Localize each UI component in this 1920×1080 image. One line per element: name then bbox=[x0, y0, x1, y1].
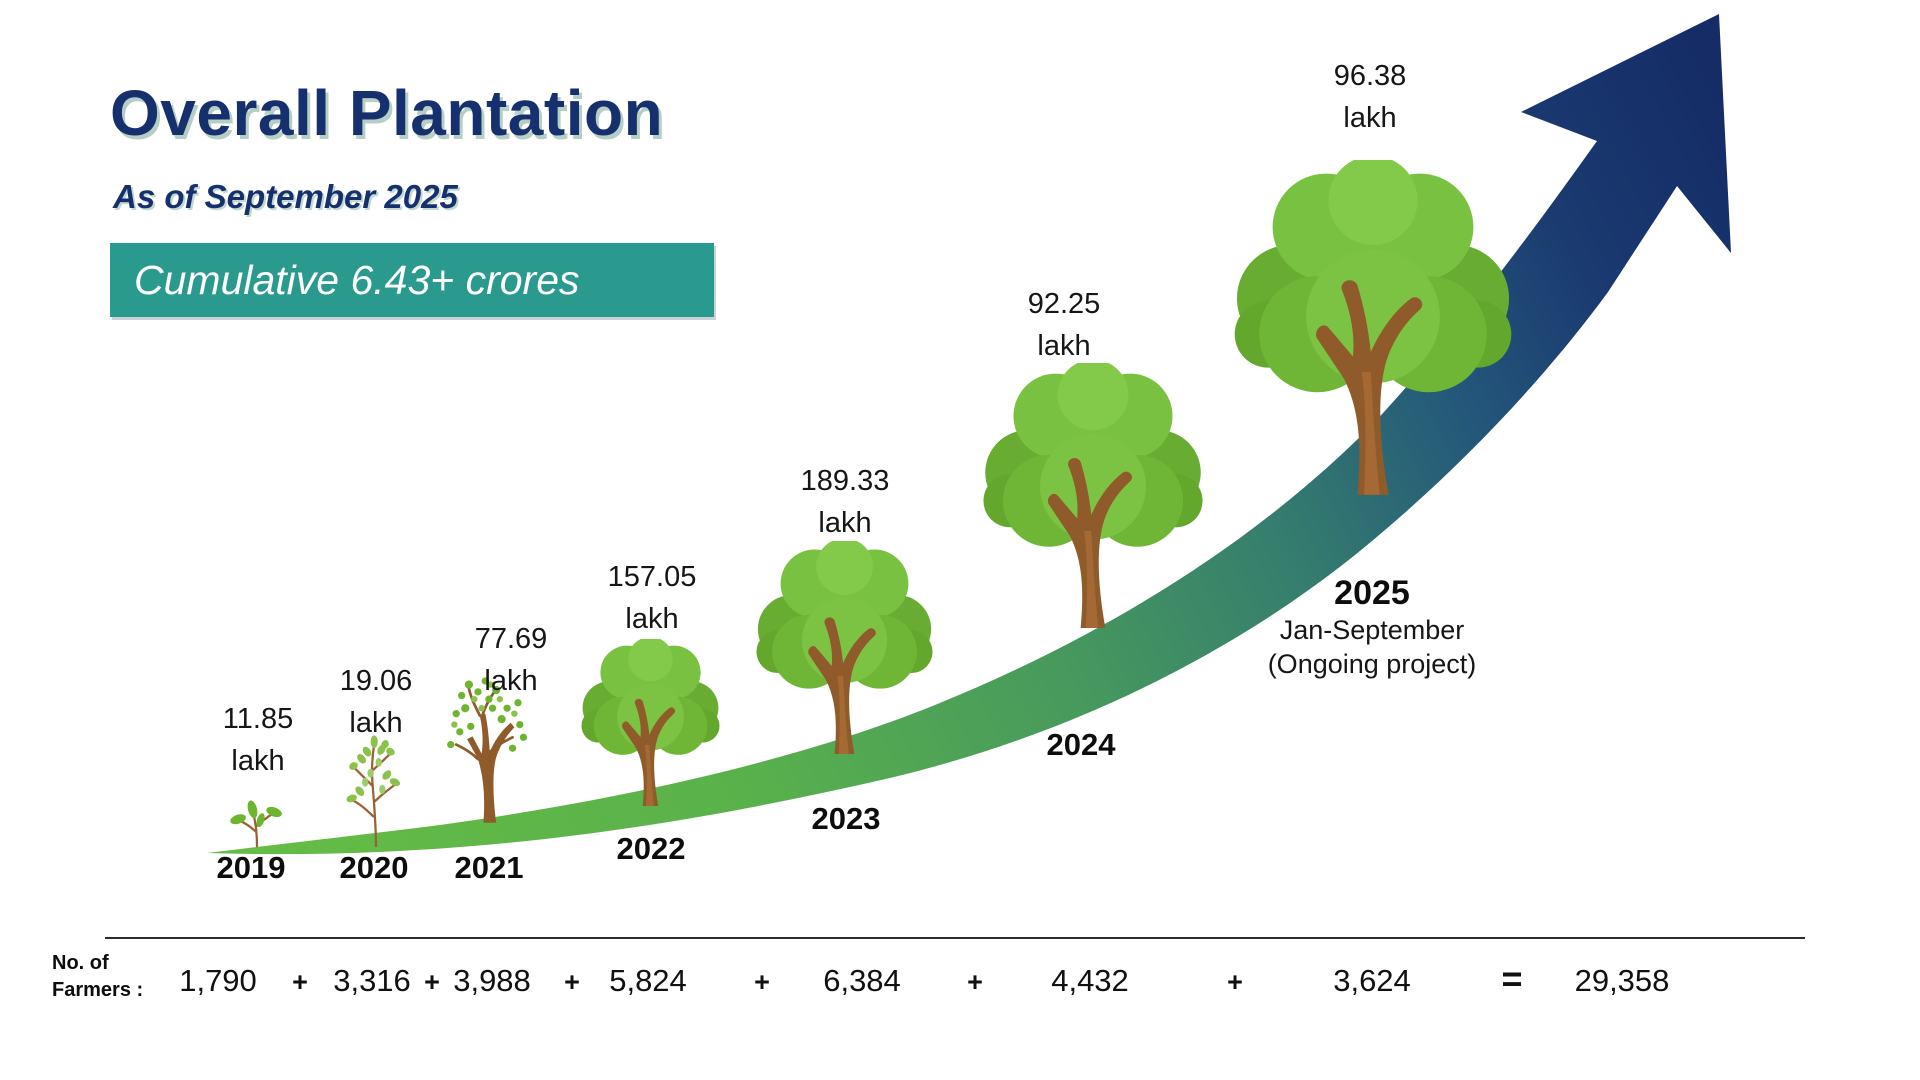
value-label-2025: 96.38 lakh bbox=[1334, 55, 1407, 139]
footer-divider bbox=[105, 937, 1805, 939]
unit-2023: lakh bbox=[818, 507, 872, 539]
page-subtitle: As of September 2025 bbox=[113, 178, 458, 215]
year-label-2019: 2019 bbox=[216, 850, 286, 885]
year-label-2023: 2023 bbox=[811, 801, 881, 836]
year-label-2022: 2022 bbox=[616, 831, 686, 866]
cumulative-badge: Cumulative 6.43+ crores bbox=[110, 243, 714, 317]
year-label-2020: 2020 bbox=[339, 850, 409, 885]
tree-2019 bbox=[230, 798, 284, 848]
year-label-2021: 2021 bbox=[454, 850, 524, 885]
value-2020: 19.06 bbox=[339, 665, 413, 697]
value-2024: 92.25 bbox=[1027, 288, 1101, 320]
unit-2020: lakh bbox=[349, 707, 403, 739]
page-title: Overall Plantation bbox=[110, 77, 664, 149]
growth-arrow bbox=[207, 14, 1731, 855]
plus-sign: + bbox=[564, 967, 580, 997]
farmers-row-label: No. of Farmers : bbox=[52, 950, 143, 1004]
value-2022: 157.05 bbox=[607, 561, 697, 593]
year-label-2024: 2024 bbox=[1046, 727, 1116, 762]
farmers-value-2023: 6,384 bbox=[823, 963, 901, 998]
value-label-2019: 11.85 lakh bbox=[223, 698, 293, 782]
farmers-label-line2: Farmers : bbox=[52, 979, 144, 1001]
farmers-value-2022: 5,824 bbox=[609, 963, 687, 998]
value-2021: 77.69 bbox=[474, 623, 548, 655]
plus-sign: + bbox=[967, 967, 983, 997]
farmers-value-2020: 3,316 bbox=[333, 963, 411, 998]
farmers-value-2025: 3,624 bbox=[1333, 963, 1411, 998]
year-label-2025-block: 2025 Jan-September (Ongoing project) bbox=[1268, 574, 1477, 681]
farmers-label-line1: No. of bbox=[52, 952, 109, 974]
unit-2024: lakh bbox=[1037, 330, 1091, 362]
year-2025-note-line1: Jan-September bbox=[1279, 615, 1465, 645]
value-label-2022: 157.05 lakh bbox=[608, 556, 697, 640]
plus-sign: + bbox=[754, 967, 770, 997]
plus-sign: + bbox=[424, 967, 440, 997]
unit-2022: lakh bbox=[625, 603, 679, 635]
value-2025: 96.38 bbox=[1333, 60, 1407, 92]
value-2019: 11.85 bbox=[222, 703, 294, 735]
value-label-2020: 19.06 lakh bbox=[340, 660, 413, 744]
farmers-total: 29,358 bbox=[1574, 963, 1670, 998]
value-label-2021: 77.69 lakh bbox=[475, 618, 548, 702]
plus-sign: + bbox=[1227, 967, 1243, 997]
value-2023: 189.33 bbox=[800, 465, 890, 497]
year-2025-note-line2: (Ongoing project) bbox=[1267, 649, 1477, 679]
year-label-2025: 2025 bbox=[1334, 574, 1410, 612]
value-label-2024: 92.25 lakh bbox=[1028, 283, 1101, 367]
farmers-value-2019: 1,790 bbox=[179, 963, 257, 998]
plus-sign: + bbox=[292, 967, 308, 997]
unit-2025: lakh bbox=[1343, 102, 1397, 134]
farmers-value-2024: 4,432 bbox=[1051, 963, 1129, 998]
tree-2020 bbox=[344, 734, 403, 847]
value-label-2023: 189.33 lakh bbox=[801, 460, 890, 544]
unit-2019: lakh bbox=[231, 745, 285, 777]
equals-sign: = bbox=[1501, 958, 1523, 999]
unit-2021: lakh bbox=[484, 665, 538, 697]
farmers-value-2021: 3,988 bbox=[453, 963, 531, 998]
